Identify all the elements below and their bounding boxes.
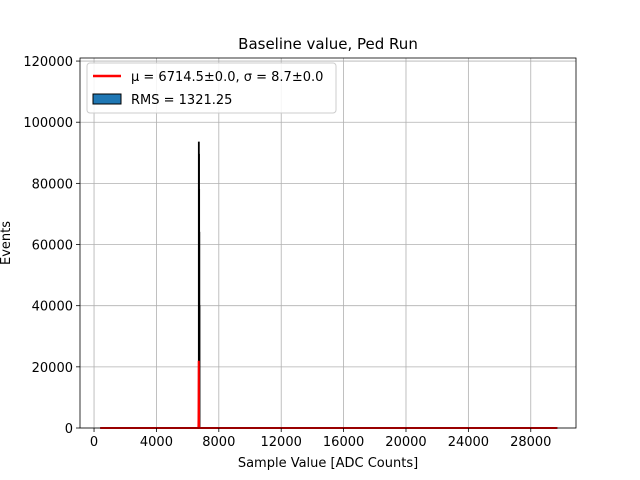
legend-histogram-label: RMS = 1321.25 [131, 93, 232, 108]
x-axis: 0 4000 8000 12000 16000 20000 24000 28000 [90, 428, 551, 450]
chart-title: Baseline value, Ped Run [238, 35, 418, 53]
legend-box [86, 62, 337, 114]
y-tick-label: 60000 [32, 239, 73, 254]
y-tick-label: 100000 [23, 116, 73, 131]
x-tick-label: 28000 [510, 435, 551, 450]
x-tick-label: 0 [90, 435, 98, 450]
y-tick-label: 120000 [23, 55, 73, 70]
y-tick-label: 20000 [32, 361, 73, 376]
y-axis-label: Events [0, 221, 14, 265]
x-tick-label: 20000 [385, 435, 426, 450]
x-tick-label: 12000 [261, 435, 302, 450]
y-tick-label: 0 [65, 422, 73, 437]
y-tick-label: 40000 [32, 300, 73, 315]
y-axis: 0 20000 40000 60000 80000 100000 120000 [23, 55, 80, 437]
x-tick-label: 24000 [448, 435, 489, 450]
legend-fit-label: μ = 6714.5±0.0, σ = 8.7±0.0 [131, 70, 323, 85]
legend-histogram-swatch [92, 93, 122, 105]
x-tick-label: 4000 [140, 435, 173, 450]
x-axis-label: Sample Value [ADC Counts] [238, 456, 418, 471]
legend: μ = 6714.5±0.0, σ = 8.7±0.0 RMS = 1321.2… [86, 62, 337, 114]
x-tick-label: 8000 [202, 435, 235, 450]
plot-frame [79, 57, 577, 429]
y-tick-label: 80000 [32, 177, 73, 192]
x-tick-label: 16000 [323, 435, 364, 450]
